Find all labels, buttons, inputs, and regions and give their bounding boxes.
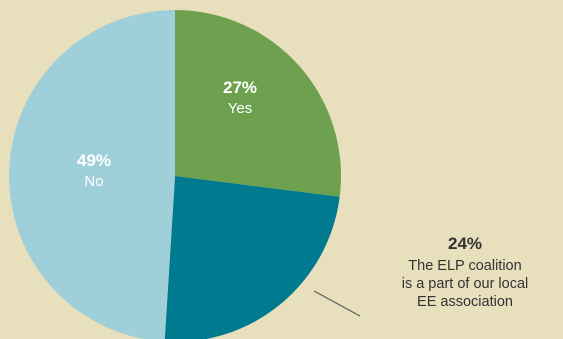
elp-label-line-1: The ELP coalition [408,258,521,274]
elp-leader-line [313,290,361,317]
no-percentage: 49% [77,151,111,170]
yes-label: Yes [228,100,252,117]
pie-slice-yes [175,10,341,197]
yes-percentage: 27% [223,78,257,97]
elp-percentage: 24% [448,234,482,253]
elp-label-line-3: EE association [417,294,513,310]
pie-slice-no [9,10,175,339]
pie-slices [9,10,341,339]
no-label: No [84,173,103,190]
pie-slice-elp [164,176,340,339]
elp-label-line-2: is a part of our local [402,276,529,292]
